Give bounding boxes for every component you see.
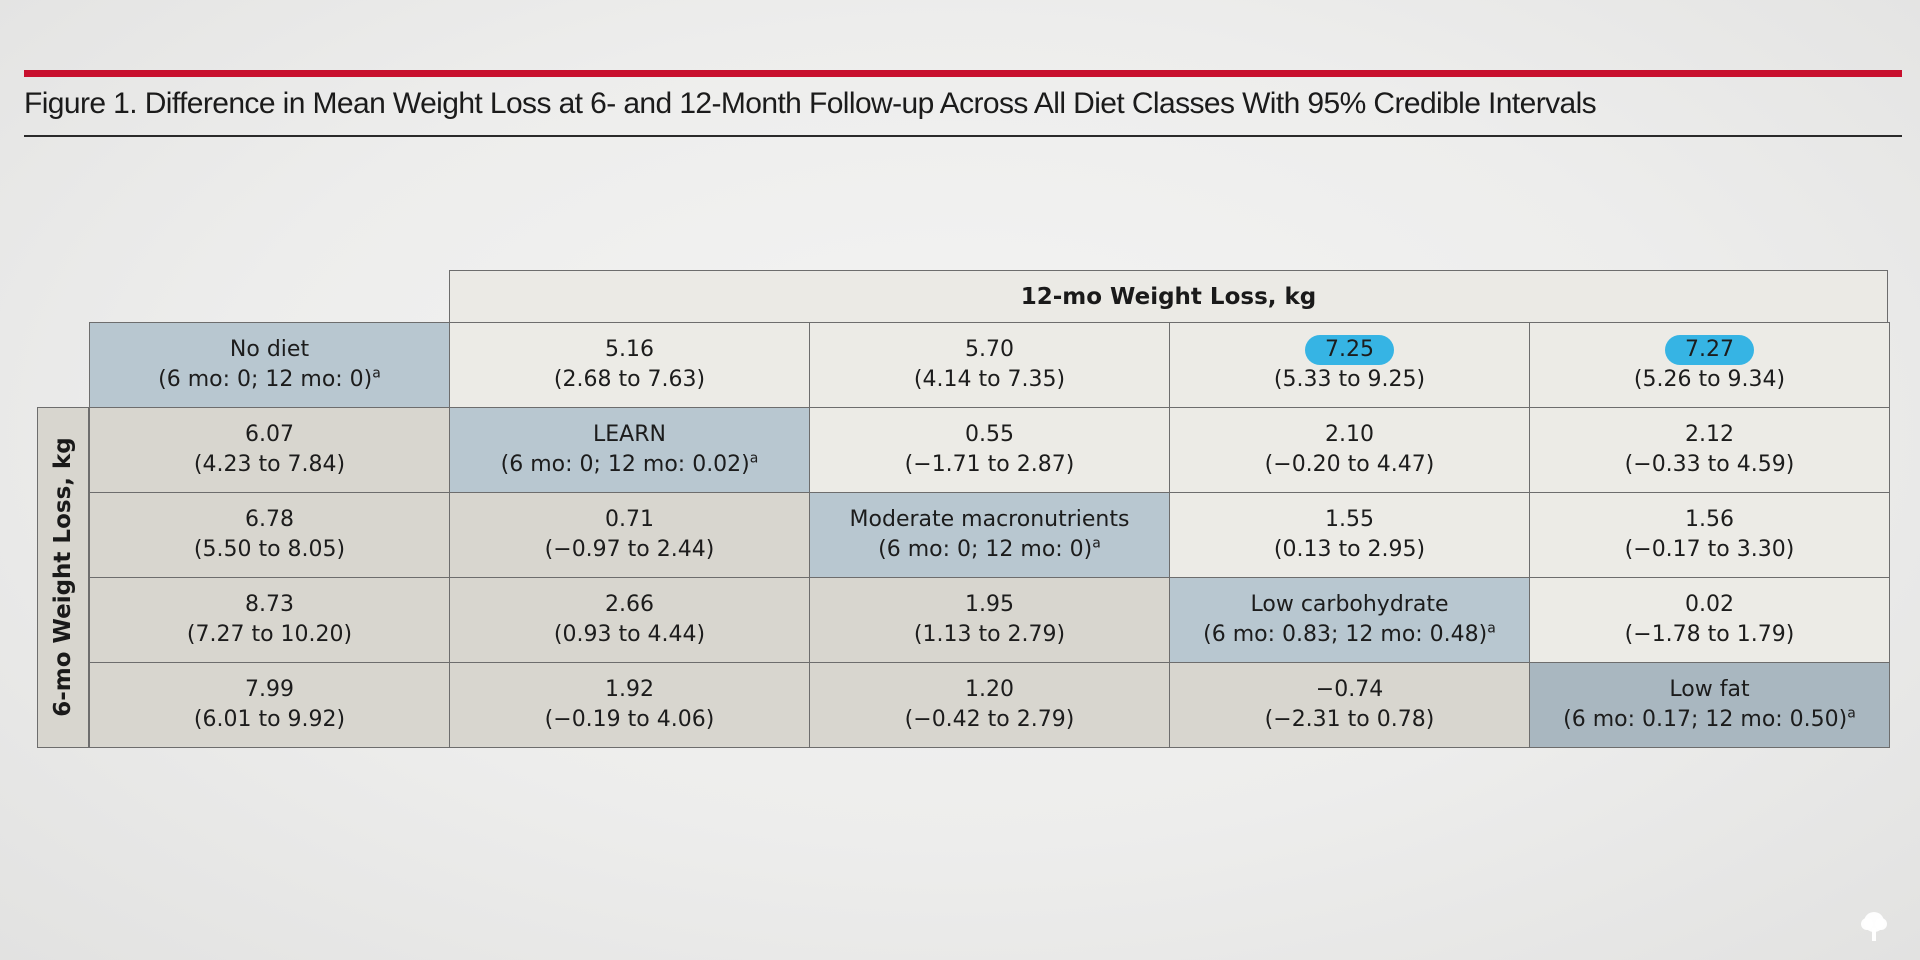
credible-interval: (−0.97 to 2.44) bbox=[544, 537, 715, 562]
table-cell: 2.10 (−0.20 to 4.47) bbox=[1170, 408, 1530, 493]
comparison-table: No diet (6 mo: 0; 12 mo: 0)a 5.16 (2.68 to … bbox=[89, 322, 1890, 748]
table-cell: 1.92 (−0.19 to 4.06) bbox=[450, 663, 810, 748]
credible-interval: (0.93 to 4.44) bbox=[553, 622, 706, 647]
cell-value: 6.07 bbox=[245, 422, 294, 447]
diet-detail-line: (6 mo: 0.17; 12 mo: 0.50)a bbox=[1563, 705, 1856, 735]
credible-interval: (4.14 to 7.35) bbox=[913, 367, 1066, 392]
diet-class-cell: No diet (6 mo: 0; 12 mo: 0)a bbox=[90, 323, 450, 408]
credible-interval: (−0.42 to 2.79) bbox=[904, 707, 1075, 732]
credible-interval: (1.13 to 2.79) bbox=[913, 622, 1066, 647]
table-cell: 7.25 (5.33 to 9.25) bbox=[1170, 323, 1530, 408]
credible-interval: (5.26 to 9.34) bbox=[1633, 367, 1786, 392]
diet-detail: (6 mo: 0.17; 12 mo: 0.50) bbox=[1563, 707, 1848, 732]
cell-value: 5.16 bbox=[605, 337, 654, 362]
footnote-marker: a bbox=[1847, 705, 1856, 722]
table-cell: 8.73 (7.27 to 10.20) bbox=[90, 578, 450, 663]
credible-interval: (6.01 to 9.92) bbox=[193, 707, 346, 732]
row-header-6mo: 6-mo Weight Loss, kg bbox=[50, 437, 76, 717]
table-cell: 1.20 (−0.42 to 2.79) bbox=[810, 663, 1170, 748]
highlighted-value: 7.25 bbox=[1305, 335, 1394, 365]
credible-interval: (−1.78 to 1.79) bbox=[1624, 622, 1795, 647]
diet-detail-line: (6 mo: 0.83; 12 mo: 0.48)a bbox=[1203, 620, 1496, 650]
column-header-12mo: 12-mo Weight Loss, kg bbox=[449, 270, 1888, 323]
table-cell: 1.55 (0.13 to 2.95) bbox=[1170, 493, 1530, 578]
cell-value: 8.73 bbox=[245, 592, 294, 617]
table-cell: 5.16 (2.68 to 7.63) bbox=[450, 323, 810, 408]
row-header-box bbox=[37, 407, 89, 748]
table-cell: 6.07 (4.23 to 7.84) bbox=[90, 408, 450, 493]
diet-class-cell: Low fat (6 mo: 0.17; 12 mo: 0.50)a bbox=[1530, 663, 1890, 748]
table-cell: 2.66 (0.93 to 4.44) bbox=[450, 578, 810, 663]
table-cell: 1.95 (1.13 to 2.79) bbox=[810, 578, 1170, 663]
column-header-label: 12-mo Weight Loss, kg bbox=[1020, 283, 1317, 310]
cell-value: 6.78 bbox=[245, 507, 294, 532]
credible-interval: (−0.20 to 4.47) bbox=[1264, 452, 1435, 477]
footnote-marker: a bbox=[749, 450, 759, 467]
cell-value: 2.12 bbox=[1685, 422, 1734, 447]
diet-class-cell: Moderate macronutrients (6 mo: 0; 12 mo: … bbox=[810, 493, 1170, 578]
cell-value: −0.74 bbox=[1315, 677, 1384, 702]
credible-interval: (2.68 to 7.63) bbox=[553, 367, 706, 392]
table-cell: 1.56 (−0.17 to 3.30) bbox=[1530, 493, 1890, 578]
diet-detail-line: (6 mo: 0; 12 mo: 0.02)a bbox=[501, 450, 759, 480]
cell-value: 2.10 bbox=[1325, 422, 1374, 447]
diet-name: Moderate macronutrients bbox=[849, 507, 1130, 532]
credible-interval: (0.13 to 2.95) bbox=[1273, 537, 1426, 562]
title-divider bbox=[24, 135, 1902, 137]
table-cell: 0.71 (−0.97 to 2.44) bbox=[450, 493, 810, 578]
credible-interval: (7.27 to 10.20) bbox=[186, 622, 353, 647]
credible-interval: (5.33 to 9.25) bbox=[1273, 367, 1426, 392]
credible-interval: (5.50 to 8.05) bbox=[193, 537, 346, 562]
table-cell: 7.27 (5.26 to 9.34) bbox=[1530, 323, 1890, 408]
diet-class-cell: Low carbohydrate (6 mo: 0.83; 12 mo: 0.48… bbox=[1170, 578, 1530, 663]
credible-interval: (4.23 to 7.84) bbox=[193, 452, 346, 477]
footnote-marker: a bbox=[1487, 620, 1496, 637]
highlighted-value: 7.27 bbox=[1665, 335, 1754, 365]
diet-name: No diet bbox=[229, 337, 310, 362]
cell-value: 1.55 bbox=[1325, 507, 1374, 532]
table-cell: 0.02 (−1.78 to 1.79) bbox=[1530, 578, 1890, 663]
diet-name: Low carbohydrate bbox=[1250, 592, 1449, 617]
cell-value: 0.71 bbox=[605, 507, 654, 532]
cell-value: 1.92 bbox=[605, 677, 654, 702]
diet-detail-line: (6 mo: 0; 12 mo: 0)a bbox=[878, 535, 1101, 565]
diet-class-cell: LEARN (6 mo: 0; 12 mo: 0.02)a bbox=[450, 408, 810, 493]
footnote-marker: a bbox=[372, 365, 381, 382]
diet-detail-line: (6 mo: 0; 12 mo: 0)a bbox=[158, 365, 381, 395]
diet-detail: (6 mo: 0; 12 mo: 0) bbox=[158, 367, 373, 392]
diet-name: Low fat bbox=[1669, 677, 1750, 702]
credible-interval: (−0.17 to 3.30) bbox=[1624, 537, 1795, 562]
table-cell: 5.70 (4.14 to 7.35) bbox=[810, 323, 1170, 408]
credible-interval: (−1.71 to 2.87) bbox=[904, 452, 1075, 477]
diet-detail: (6 mo: 0; 12 mo: 0.02) bbox=[500, 452, 750, 477]
table-cell: 6.78 (5.50 to 8.05) bbox=[90, 493, 450, 578]
tree-logo-icon bbox=[1861, 912, 1887, 941]
footnote-marker: a bbox=[1092, 535, 1101, 552]
cell-value: 1.95 bbox=[965, 592, 1014, 617]
cell-value: 2.66 bbox=[605, 592, 654, 617]
title-accent-rule bbox=[24, 70, 1902, 77]
table-cell: 0.55 (−1.71 to 2.87) bbox=[810, 408, 1170, 493]
credible-interval: (−0.19 to 4.06) bbox=[544, 707, 715, 732]
table-cell: −0.74 (−2.31 to 0.78) bbox=[1170, 663, 1530, 748]
cell-value: 1.56 bbox=[1685, 507, 1734, 532]
credible-interval: (−2.31 to 0.78) bbox=[1264, 707, 1435, 732]
cell-value: 1.20 bbox=[965, 677, 1014, 702]
cell-value: 5.70 bbox=[965, 337, 1014, 362]
diet-detail: (6 mo: 0.83; 12 mo: 0.48) bbox=[1203, 622, 1488, 647]
credible-interval: (−0.33 to 4.59) bbox=[1624, 452, 1795, 477]
diet-detail: (6 mo: 0; 12 mo: 0) bbox=[878, 537, 1093, 562]
figure-title: Figure 1. Difference in Mean Weight Loss… bbox=[24, 87, 1597, 120]
diet-name: LEARN bbox=[593, 422, 666, 447]
cell-value: 0.55 bbox=[965, 422, 1014, 447]
table-cell: 2.12 (−0.33 to 4.59) bbox=[1530, 408, 1890, 493]
cell-value: 7.99 bbox=[245, 677, 294, 702]
table-cell: 7.99 (6.01 to 9.92) bbox=[90, 663, 450, 748]
cell-value: 0.02 bbox=[1685, 592, 1734, 617]
